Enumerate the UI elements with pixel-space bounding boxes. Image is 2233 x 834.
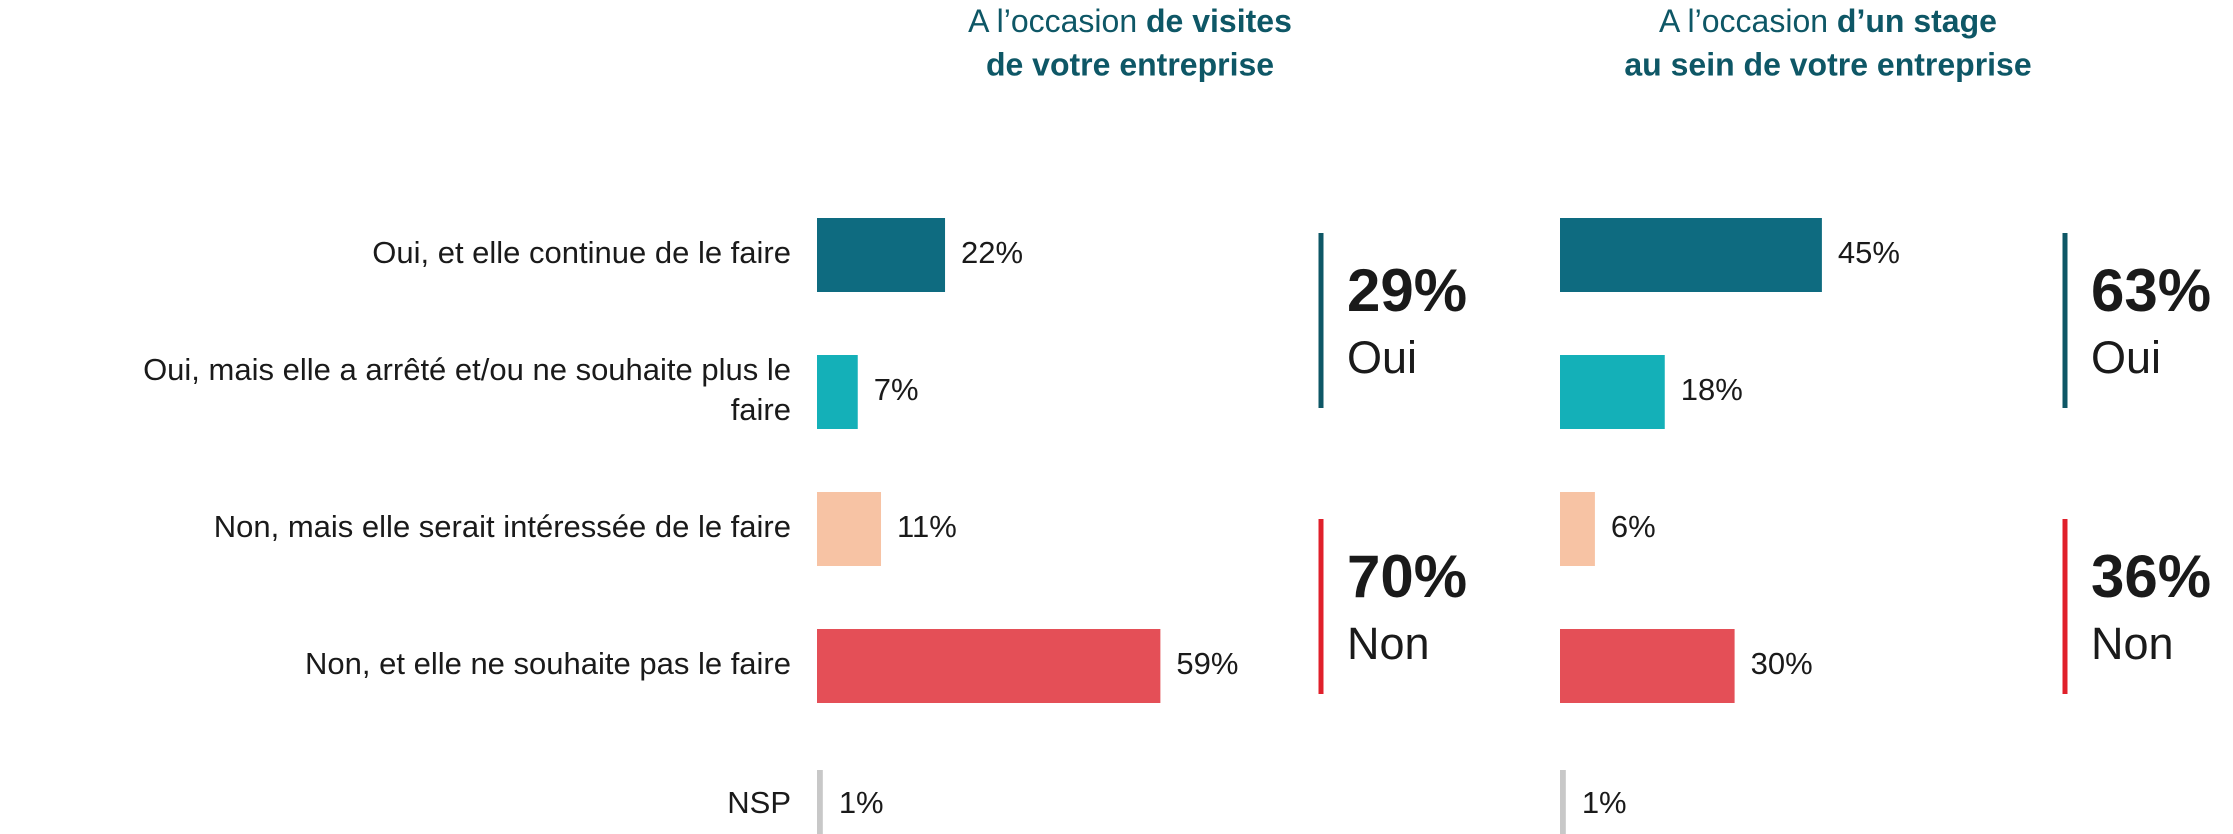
category-label: Non, mais elle serait intéressée de le f…	[214, 509, 791, 544]
title-bold: d’un stage	[1837, 3, 1997, 39]
summary-value: 36%	[2091, 543, 2211, 610]
chart-title: A l’occasion de visites	[968, 3, 1292, 39]
category-label: Oui, mais elle a arrêté et/ou ne souhait…	[143, 352, 791, 387]
category-label: Oui, et elle continue de le faire	[372, 235, 791, 270]
summary-value: 63%	[2091, 257, 2211, 324]
bar	[1560, 629, 1735, 703]
summary-text: Oui	[1347, 332, 1417, 383]
value-label: 1%	[839, 785, 884, 820]
category-label: NSP	[727, 785, 791, 820]
chart-title: A l’occasion d’un stage	[1659, 3, 1997, 39]
bar	[817, 355, 858, 429]
bar	[1560, 492, 1595, 566]
title-prefix: A l’occasion	[1659, 3, 1828, 39]
chart-title: de votre entreprise	[986, 46, 1274, 82]
summary-value: 29%	[1347, 257, 1467, 324]
summary-value: 70%	[1347, 543, 1467, 610]
bar	[1560, 218, 1822, 292]
value-label: 22%	[961, 235, 1023, 270]
category-label: faire	[731, 392, 791, 427]
chart-title: au sein de votre entreprise	[1624, 46, 2031, 82]
value-label: 7%	[874, 372, 919, 407]
category-label: Non, et elle ne souhaite pas le faire	[305, 646, 791, 681]
title-bold: de visites	[1146, 3, 1292, 39]
value-label: 11%	[897, 509, 957, 544]
bar	[817, 492, 882, 566]
value-label: 18%	[1681, 372, 1743, 407]
bar	[1560, 355, 1665, 429]
bar	[817, 218, 946, 292]
summary-text: Oui	[2091, 332, 2161, 383]
title-space	[1137, 3, 1146, 39]
value-label: 1%	[1582, 785, 1627, 820]
title-space	[1828, 3, 1837, 39]
summary-text: Non	[1347, 618, 1430, 669]
value-label: 6%	[1611, 509, 1656, 544]
title-prefix: A l’occasion	[968, 3, 1137, 39]
value-label: 59%	[1176, 646, 1238, 681]
bar	[817, 770, 823, 834]
bar	[817, 629, 1161, 703]
value-label: 30%	[1751, 646, 1813, 681]
value-label: 45%	[1838, 235, 1900, 270]
bar	[1560, 770, 1566, 834]
summary-text: Non	[2091, 618, 2174, 669]
